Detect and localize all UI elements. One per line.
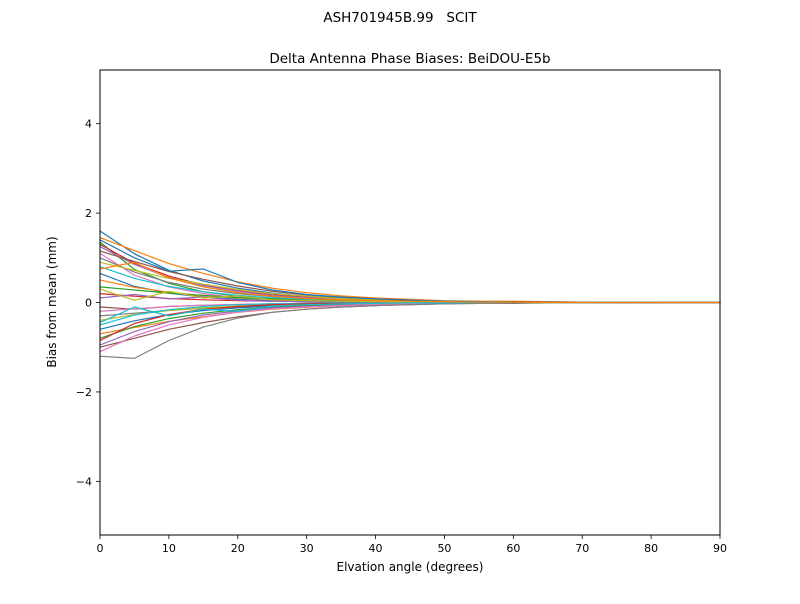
svg-text:20: 20	[231, 542, 245, 555]
svg-text:80: 80	[644, 542, 658, 555]
figure-title: ASH701945B.99 SCIT	[323, 10, 477, 26]
svg-text:70: 70	[575, 542, 589, 555]
svg-text:60: 60	[506, 542, 520, 555]
svg-text:10: 10	[162, 542, 176, 555]
svg-text:30: 30	[300, 542, 314, 555]
x-axis-label: Elvation angle (degrees)	[336, 560, 484, 574]
svg-text:0: 0	[85, 297, 92, 310]
svg-text:50: 50	[437, 542, 451, 555]
svg-text:4: 4	[85, 118, 92, 131]
svg-text:90: 90	[713, 542, 727, 555]
svg-text:40: 40	[369, 542, 383, 555]
svg-text:−4: −4	[76, 475, 92, 488]
svg-text:2: 2	[85, 207, 92, 220]
axes-title: Delta Antenna Phase Biases: BeiDOU-E5b	[269, 51, 551, 67]
y-axis-label: Bias from mean (mm)	[45, 236, 59, 368]
svg-text:−2: −2	[76, 386, 92, 399]
svg-text:0: 0	[97, 542, 104, 555]
